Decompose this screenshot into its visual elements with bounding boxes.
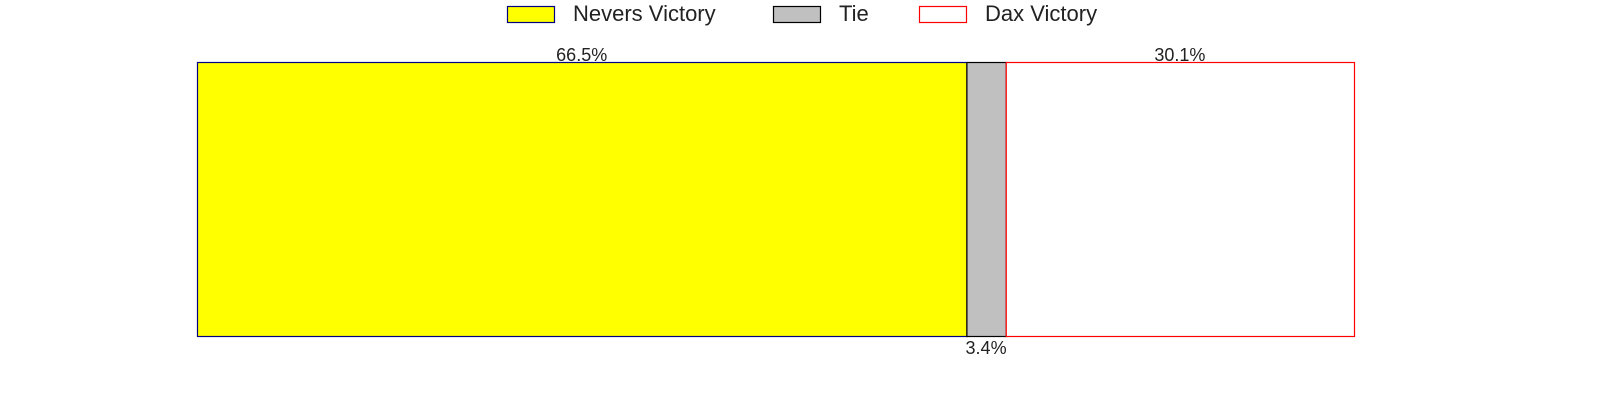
- bar-segment-tie: [966, 61, 1007, 338]
- legend-swatch-dax-victory: [918, 5, 968, 24]
- legend-label-dax-victory: Dax Victory: [985, 1, 1097, 26]
- value-label-nevers-victory: 66.5%: [556, 45, 607, 65]
- legend-label-tie: Tie: [839, 1, 869, 26]
- value-label-tie: 3.4%: [966, 338, 1007, 358]
- value-label-dax-victory: 30.1%: [1154, 45, 1205, 65]
- bar-segment-dax-victory: [1005, 61, 1356, 338]
- legend-label-nevers-victory: Nevers Victory: [573, 1, 716, 26]
- stacked-bar: [196, 61, 1356, 338]
- legend-swatch-nevers-victory: [506, 5, 556, 24]
- legend-swatch-tie: [772, 5, 822, 24]
- value-labels: 66.5% 3.4% 30.1%: [556, 45, 1205, 358]
- legend: Nevers Victory Tie Dax Victory: [506, 1, 1097, 26]
- bar-segment-nevers-victory: [196, 61, 968, 338]
